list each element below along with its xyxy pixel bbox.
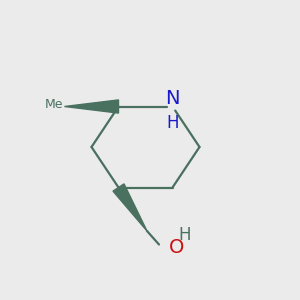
Text: Me: Me [44, 98, 63, 112]
Polygon shape [64, 100, 118, 113]
Text: H: H [166, 114, 179, 132]
Text: H: H [178, 226, 191, 244]
Polygon shape [113, 184, 147, 231]
Text: O: O [169, 238, 185, 257]
Text: N: N [165, 89, 180, 109]
